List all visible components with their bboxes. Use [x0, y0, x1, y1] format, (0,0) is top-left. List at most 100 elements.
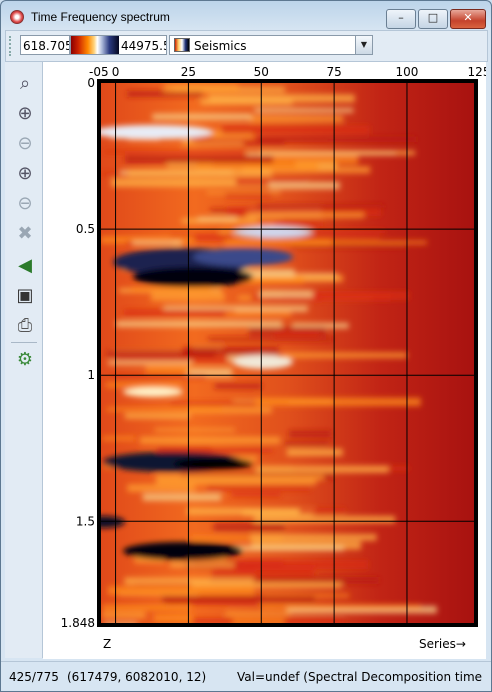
heatmap-streak	[282, 291, 409, 300]
heatmap-streak	[124, 412, 191, 419]
heatmap-streak	[170, 401, 289, 406]
heatmap-streak	[208, 337, 333, 342]
heatmap-image	[101, 83, 474, 623]
heatmap-streak	[226, 207, 381, 216]
zoom-in-horizontal-icon[interactable]: ⊕	[17, 163, 33, 184]
print-icon[interactable]: ⎙	[17, 315, 33, 336]
heatmap-streak	[102, 611, 146, 619]
colormap-select[interactable]: Seismics ▼	[169, 35, 373, 55]
heatmap-streak	[103, 622, 138, 623]
heatmap-streak	[261, 593, 350, 598]
heatmap-streak	[150, 292, 225, 302]
zoom-in-icon[interactable]: ⊕	[17, 103, 33, 124]
settings-gear-icon[interactable]: ⚙	[16, 349, 34, 370]
heatmap-streak	[111, 374, 207, 379]
colorbar-gradient[interactable]	[70, 35, 120, 55]
heatmap-streak	[210, 576, 379, 584]
snapshot-icon[interactable]: ▣	[16, 285, 34, 306]
color-toolbar: 618.705 44975.5 Seismics ▼	[5, 30, 488, 62]
heatmap-streak	[124, 155, 274, 164]
y-tick-label: 1	[87, 368, 95, 382]
heatmap-blob	[233, 355, 293, 369]
heatmap-streak	[116, 356, 270, 363]
heatmap-streak	[130, 287, 212, 292]
colorbar-min-field[interactable]: 618.705	[20, 35, 70, 55]
heatmap-streak	[282, 352, 408, 359]
heatmap-streak	[108, 360, 193, 365]
heatmap-streak	[101, 236, 195, 244]
chevron-down-icon[interactable]: ▼	[355, 36, 372, 54]
y-tick-label: 1.848	[61, 616, 95, 630]
heatmap-streak	[124, 577, 254, 585]
y-tick-label: 0.5	[76, 222, 95, 236]
heatmap-blob	[193, 248, 293, 266]
x-tick-label: 125	[468, 65, 486, 79]
heatmap-streak	[169, 562, 235, 568]
heatmap-streak	[256, 136, 417, 142]
heatmap-streak	[253, 515, 396, 524]
heatmap-streak	[242, 166, 371, 174]
heatmap-streak	[185, 368, 233, 377]
heatmap-streak	[299, 508, 346, 515]
heatmap-blob	[101, 125, 213, 139]
x-tick-label: 75	[326, 65, 341, 79]
title-bar[interactable]: Time Frequency spectrum – □ ✕	[1, 1, 491, 31]
heatmap-blob	[123, 542, 243, 560]
maximize-button[interactable]: □	[418, 9, 448, 29]
heatmap-streak	[257, 236, 380, 241]
heatmap-streak	[236, 560, 369, 569]
toolbar-grip[interactable]	[9, 36, 15, 56]
heatmap-streak	[156, 478, 317, 485]
zoom-window-icon[interactable]: ⌕	[19, 73, 31, 94]
heatmap-streak	[126, 90, 203, 97]
heatmap-streak	[197, 216, 237, 221]
x-axis-label: Series→	[419, 637, 466, 651]
heatmap-blob	[101, 516, 125, 528]
move-icon[interactable]: ◀	[18, 255, 32, 276]
heatmap-texture	[101, 83, 437, 623]
heatmap-streak	[196, 163, 319, 170]
heatmap-streak	[170, 233, 233, 242]
zoom-out-horizontal-icon[interactable]: ⊖	[17, 193, 33, 214]
heatmap-blob	[123, 387, 183, 397]
zoom-out-icon[interactable]: ⊖	[17, 133, 33, 154]
heatmap-streak	[225, 192, 272, 198]
tool-sidebar: ⌕ ⊕ ⊖ ⊕ ⊖ ✖ ◀ ▣ ⎙ ⚙	[5, 62, 43, 658]
status-bar: 425/775 (617479, 6082010, 12) Val=undef …	[1, 661, 491, 691]
heatmap-streak	[286, 448, 343, 457]
toolbar-separator	[11, 342, 37, 343]
heatmap-streak	[245, 155, 359, 165]
colorbar-max-field[interactable]: 44975.5	[119, 35, 167, 55]
heatmap-streak	[186, 507, 315, 516]
heatmap-streak	[254, 108, 354, 113]
heatmap-streak	[245, 212, 365, 218]
plot-area[interactable]: 0 25 50 75 100 125 0 0.5 1 1.5 1.848 Z Series→ -0…	[43, 62, 491, 659]
close-button[interactable]: ✕	[450, 9, 486, 29]
heatmap-streak	[249, 115, 344, 123]
heatmap-streak	[251, 541, 362, 550]
heatmap-streak	[293, 229, 386, 234]
cancel-zoom-icon[interactable]: ✖	[17, 223, 33, 244]
heatmap-streak	[186, 557, 227, 562]
heatmap-streak	[232, 617, 285, 623]
heatmap-streak	[259, 290, 313, 298]
heatmap-streak	[246, 151, 396, 155]
heatmap-streak	[181, 218, 283, 224]
x-partial-tick-label: -05	[89, 65, 109, 79]
heatmap-streak	[209, 448, 273, 453]
heatmap-streak	[213, 523, 285, 531]
colormap-name: Seismics	[194, 39, 247, 53]
heatmap-streak	[123, 309, 236, 317]
heatmap-streak	[255, 397, 421, 407]
grid-lines	[101, 83, 474, 623]
minimize-button[interactable]: –	[386, 9, 416, 29]
spectrum-chart[interactable]: 0 25 50 75 100 125 0 0.5 1 1.5 1.848 Z Series→ -0…	[43, 62, 491, 659]
heatmap-streak	[206, 484, 311, 491]
heatmap-streak	[164, 83, 239, 92]
heatmap-blob	[233, 226, 313, 238]
heatmap-streak	[154, 428, 235, 432]
heatmap-streak	[257, 204, 385, 209]
y-axis-label: Z	[103, 637, 111, 651]
heatmap-streak	[106, 407, 222, 412]
